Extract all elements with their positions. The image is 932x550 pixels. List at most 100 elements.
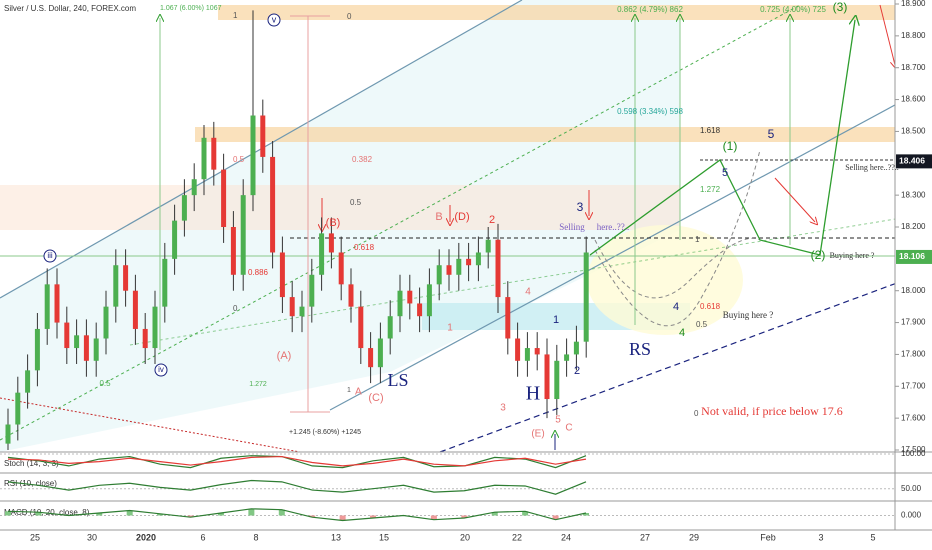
annotation: v xyxy=(272,14,277,24)
y-tick-label: 50.00 xyxy=(901,484,922,493)
x-tick-label: 22 xyxy=(512,532,522,542)
x-tick-label: 20 xyxy=(460,532,470,542)
target-zone xyxy=(195,127,895,142)
x-tick-label: 13 xyxy=(331,532,341,542)
annotation: 2 xyxy=(489,214,495,226)
candle-body xyxy=(162,258,168,307)
annotation: 1 xyxy=(447,323,453,334)
candle-body xyxy=(475,252,481,266)
candle-body xyxy=(348,284,354,307)
annotation: 0.862 (4.79%) 862 xyxy=(617,5,683,14)
price-tag-label: 18.406 xyxy=(899,156,925,166)
annotation: 0 xyxy=(233,304,238,313)
candle-body xyxy=(250,115,256,196)
macd-bar xyxy=(522,511,529,516)
candle-body xyxy=(397,290,403,317)
x-tick-label: Feb xyxy=(760,532,776,542)
drawings xyxy=(0,0,932,453)
macd-bar xyxy=(491,512,498,516)
macd-bar xyxy=(278,509,285,516)
annotation: H xyxy=(526,383,540,405)
macd-bar xyxy=(339,515,346,521)
annotation: iv xyxy=(158,365,164,374)
candle-body xyxy=(34,328,40,371)
pane-label-bg xyxy=(2,458,80,470)
annotation: 0.5 xyxy=(99,379,111,388)
annotation: Buying here ? xyxy=(723,310,773,320)
candle-body xyxy=(103,306,109,339)
candle-body xyxy=(319,233,325,275)
candle-body xyxy=(123,265,129,291)
annotation: 0.618 xyxy=(354,243,375,252)
annotation: Selling here..??.. xyxy=(845,163,899,172)
annotation: Not valid, if price below 17.6 xyxy=(701,404,843,418)
macd-bar xyxy=(157,513,164,516)
candle-body xyxy=(515,338,521,361)
annotation: 5 xyxy=(768,127,775,141)
annotation: 0.886 xyxy=(248,268,269,277)
candle-body xyxy=(221,169,227,227)
candle-body xyxy=(387,316,393,339)
wave-circle xyxy=(154,363,168,377)
y-tick-label: 18.600 xyxy=(901,95,926,104)
annotation: here..??.. xyxy=(597,222,629,232)
x-tick-label: 5 xyxy=(870,532,875,542)
macd-bar xyxy=(35,512,42,516)
macd-bar xyxy=(583,513,589,516)
chart-title: Silver / U.S. Dollar, 240, FOREX.com xyxy=(4,4,136,13)
macd-bar xyxy=(552,515,559,520)
candle-body xyxy=(495,239,501,298)
annotation: Selling xyxy=(559,222,585,232)
annotation: 4 xyxy=(673,301,679,313)
y-tick-label: 17.700 xyxy=(901,381,926,390)
x-tick-label: 6 xyxy=(200,532,205,542)
candle-body xyxy=(426,284,432,317)
candle-body xyxy=(358,306,364,349)
annotation: 4 xyxy=(525,287,531,298)
support-line xyxy=(439,269,932,453)
macd-bar xyxy=(187,515,194,518)
candle-body xyxy=(240,195,246,275)
annotation: (C) xyxy=(368,392,383,404)
macd-bar xyxy=(309,515,316,518)
stoch-d xyxy=(7,455,587,467)
candle-body xyxy=(368,348,374,368)
trend-line xyxy=(0,397,301,453)
y-tick-label: 17.600 xyxy=(901,413,926,422)
candle-body xyxy=(44,284,50,329)
macd-bar xyxy=(217,513,224,516)
annotation: 1 xyxy=(553,314,559,326)
annotation: iii xyxy=(47,251,53,260)
candle-body xyxy=(83,335,89,361)
candle-body xyxy=(230,227,236,275)
candle-body xyxy=(172,220,178,259)
candle-body xyxy=(534,348,540,355)
annotation: 0 xyxy=(694,409,699,418)
annotation: Buying here ? xyxy=(830,251,875,260)
candle-body xyxy=(64,322,70,349)
wave-circle xyxy=(43,249,57,263)
candle-body xyxy=(113,265,119,307)
projection xyxy=(594,237,761,299)
rs-zone xyxy=(587,225,743,335)
candle-body xyxy=(456,258,462,275)
pane-label: RSI (10, close) xyxy=(4,479,57,488)
macd-bar xyxy=(96,513,103,516)
y-tick-label: 17.500 xyxy=(901,445,926,454)
y-tick-label: 18.700 xyxy=(901,63,926,72)
candle-body xyxy=(446,265,452,275)
x-tick-label: 15 xyxy=(379,532,389,542)
price-tag-label: 18.106 xyxy=(899,251,925,261)
annotation: (1) xyxy=(723,139,738,153)
annotation: 3 xyxy=(577,200,584,214)
pane-label: Stoch (14, 3, 3) xyxy=(4,459,59,468)
y-tick-label: 17.900 xyxy=(901,318,926,327)
macd-line xyxy=(7,508,587,522)
annotation: +1.245 (-8.60%) +1245 xyxy=(289,429,361,436)
pane-label-bg xyxy=(2,478,75,490)
candle-body xyxy=(524,348,530,361)
annotation: (D) xyxy=(454,211,469,223)
x-tick-label: 24 xyxy=(561,532,571,542)
annotation: (2) xyxy=(811,248,826,262)
candle-body xyxy=(152,306,158,349)
